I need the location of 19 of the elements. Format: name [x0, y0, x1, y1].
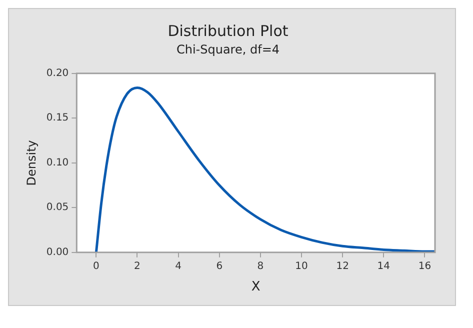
- x-tick-label: 4: [175, 260, 182, 272]
- y-tick-label: 0.15: [46, 112, 69, 124]
- x-tick-label: 12: [336, 260, 349, 272]
- y-tick-label: 0.00: [46, 246, 69, 258]
- chart-subtitle: Chi-Square, df=4: [176, 42, 280, 56]
- y-tick-label: 0.10: [46, 157, 69, 168]
- y-tick-label: 0.20: [46, 68, 69, 79]
- chart-title: Distribution Plot: [168, 22, 288, 40]
- x-axis-title: X: [251, 280, 260, 295]
- x-tick-label: 16: [418, 260, 432, 272]
- x-tick-label: 14: [377, 260, 390, 272]
- y-tick-label: 0.05: [46, 202, 69, 214]
- x-tick-label: 0: [92, 260, 100, 272]
- y-axis-title: Density: [24, 140, 38, 186]
- x-tick-label: 10: [295, 260, 308, 272]
- x-tick-label: 8: [257, 260, 264, 272]
- line-series: [94, 86, 435, 252]
- x-tick-label: 2: [134, 260, 140, 272]
- x-tick-label: 6: [216, 260, 223, 272]
